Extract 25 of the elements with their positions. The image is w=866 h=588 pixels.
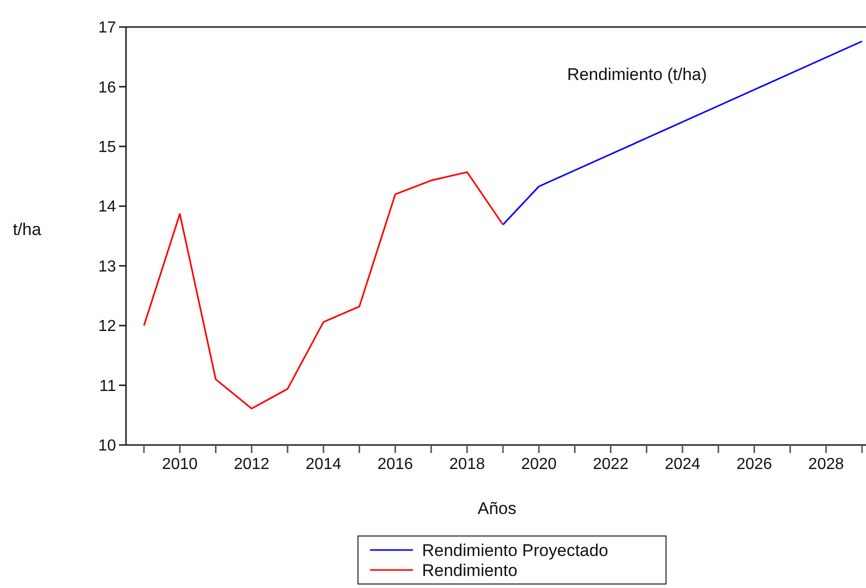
y-tick-label: 13 [98,258,116,276]
line-series [143,171,504,410]
x-tick-label: 2014 [306,456,342,473]
y-tick-label: 11 [99,378,116,395]
text: Rendimiento (t/ha) [567,65,707,84]
x-tick-label: 2010 [162,456,198,473]
y-tick-label: 10 [98,438,116,455]
x-tick-label: 2024 [664,456,700,473]
x-tick-label: 2018 [449,456,485,473]
y-tick-label: 15 [98,139,116,156]
y-tick-label: 17 [98,20,116,37]
x-tick-label: 2022 [592,456,629,473]
y-tick-label: 16 [98,79,116,96]
x-tick-label: 2016 [377,456,414,473]
legend-label: Rendimiento [422,560,518,580]
y-axis-title: t/ha [12,220,42,239]
x-tick-label: 2028 [808,456,844,473]
x-tick-label: 2012 [234,456,270,473]
x-tick-label: 2020 [521,456,557,473]
y-tick-label: 12 [98,318,116,336]
line-series [502,40,863,226]
x-tick-label: 2026 [736,456,772,473]
legend-label: Rendimiento Proyectado [422,540,608,560]
x-axis-title: Años [478,499,516,518]
y-tick-label: 14 [98,198,116,216]
